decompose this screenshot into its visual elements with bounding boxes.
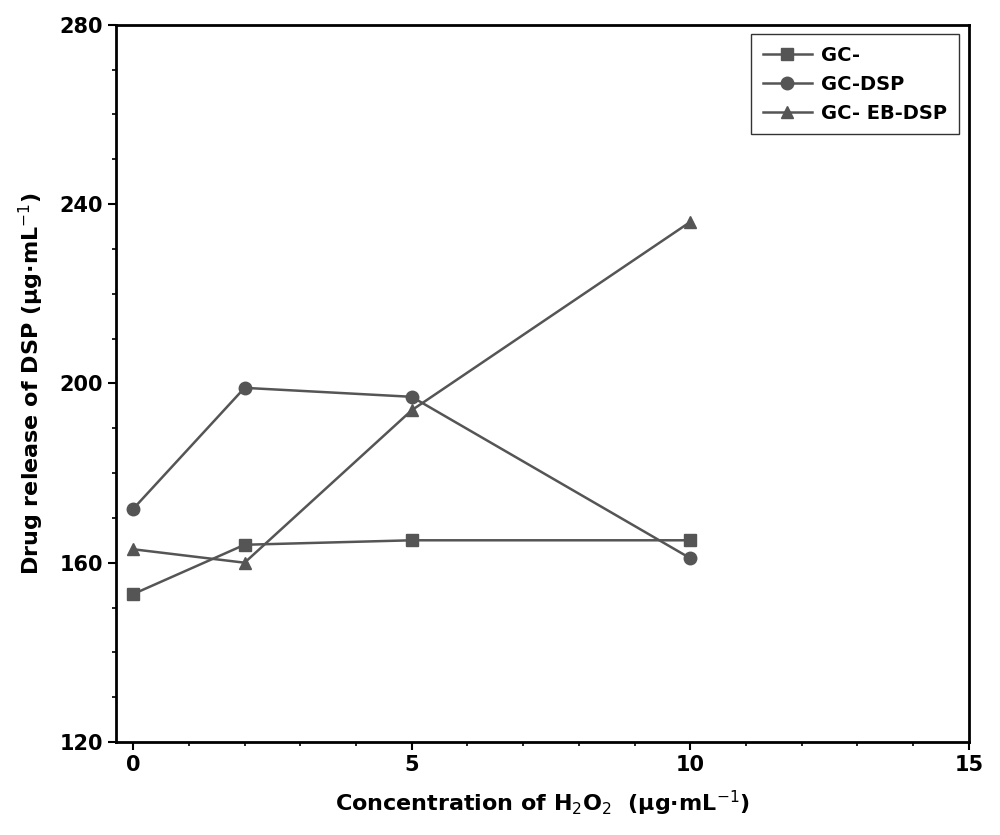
GC- xyxy=(684,535,696,545)
GC- EB-DSP xyxy=(127,544,139,554)
GC- EB-DSP xyxy=(239,558,251,568)
Line: GC-DSP: GC-DSP xyxy=(127,382,696,564)
Line: GC- EB-DSP: GC- EB-DSP xyxy=(127,215,696,569)
GC-DSP xyxy=(127,504,139,514)
Y-axis label: Drug release of DSP (μg·mL$^{-1}$): Drug release of DSP (μg·mL$^{-1}$) xyxy=(17,192,46,574)
GC- xyxy=(127,589,139,599)
GC- xyxy=(406,535,418,545)
Legend: GC-, GC-DSP, GC- EB-DSP: GC-, GC-DSP, GC- EB-DSP xyxy=(751,34,959,134)
GC- EB-DSP xyxy=(406,405,418,415)
GC- EB-DSP xyxy=(684,217,696,227)
GC-DSP xyxy=(406,392,418,402)
GC-DSP xyxy=(239,382,251,392)
GC- xyxy=(239,539,251,549)
X-axis label: Concentration of H$_2$O$_2$  (μg·mL$^{-1}$): Concentration of H$_2$O$_2$ (μg·mL$^{-1}… xyxy=(335,789,750,818)
Line: GC-: GC- xyxy=(127,534,696,600)
GC-DSP xyxy=(684,554,696,564)
